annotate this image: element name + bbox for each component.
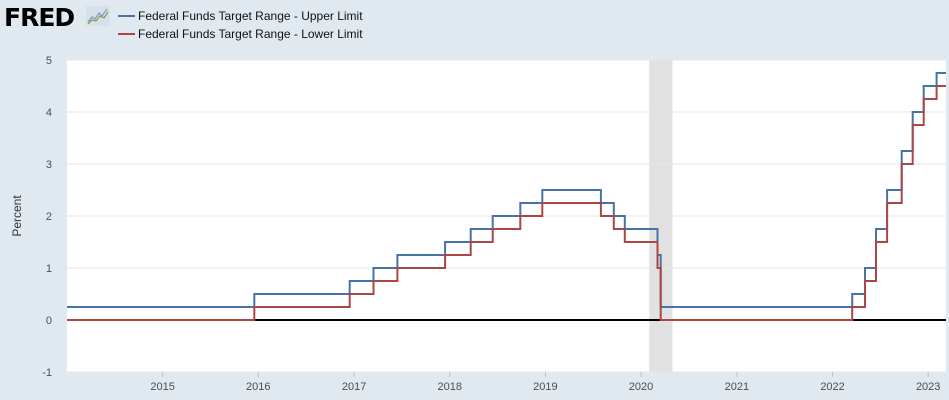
y-tick-label: 1 bbox=[46, 263, 52, 275]
y-tick-labels: -1 0 1 2 3 4 5 bbox=[42, 55, 52, 379]
y-tick-label: 2 bbox=[46, 211, 52, 223]
x-tick-label: 2019 bbox=[533, 381, 557, 393]
x-tick-label: 2021 bbox=[725, 381, 749, 393]
x-tick-label: 2022 bbox=[820, 381, 844, 393]
x-tick-label: 2015 bbox=[150, 381, 174, 393]
x-tick-label: 2020 bbox=[629, 381, 653, 393]
legend-swatch-upper bbox=[118, 15, 135, 17]
y-tick-label: 4 bbox=[46, 107, 52, 119]
y-tick-label: 5 bbox=[46, 55, 52, 67]
legend-label-lower: Federal Funds Target Range - Lower Limit bbox=[138, 27, 363, 41]
x-tick-label: 2017 bbox=[342, 381, 366, 393]
y-tick-label: -1 bbox=[42, 367, 52, 379]
x-tick-label: 2018 bbox=[438, 381, 462, 393]
chart-header: FRED Federal Funds Target Range - Upper … bbox=[0, 0, 949, 48]
y-axis-label: Percent bbox=[10, 195, 24, 237]
x-tick-label: 2023 bbox=[916, 381, 940, 393]
series-line-lower-limit bbox=[67, 85, 946, 321]
y-tick-label: 3 bbox=[46, 159, 52, 171]
line-chart-icon bbox=[86, 6, 110, 26]
series-layer bbox=[67, 72, 946, 321]
x-tick-labels: 2015 2016 2017 2018 2019 2020 2021 2022 2023 bbox=[150, 372, 940, 393]
legend-label-upper: Federal Funds Target Range - Upper Limit bbox=[138, 9, 363, 23]
chart-area: -1 0 1 2 3 4 5 2015 2016 2017 2018 2019 2020 2021 202… bbox=[10, 55, 946, 393]
fred-logo[interactable]: FRED bbox=[4, 3, 75, 32]
legend-swatch-lower bbox=[118, 33, 135, 35]
x-tick-label: 2016 bbox=[246, 381, 270, 393]
y-tick-label: 0 bbox=[46, 315, 52, 327]
